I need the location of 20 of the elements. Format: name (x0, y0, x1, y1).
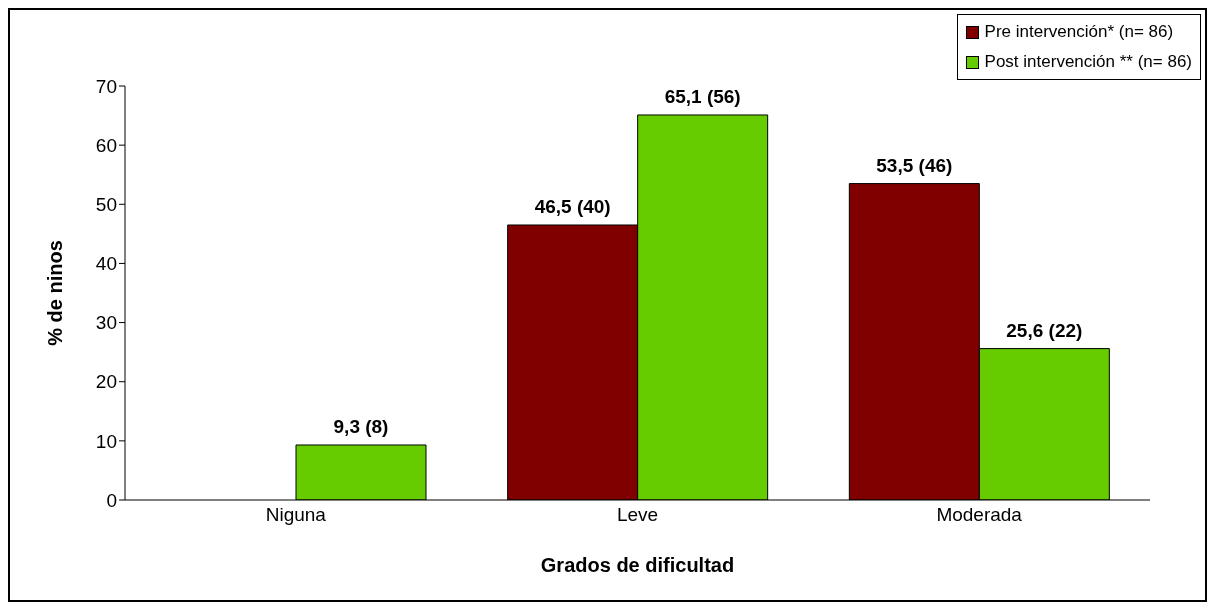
legend-label: Pre intervención* (n= 86) (984, 21, 1174, 43)
x-tick-label: Leve (616, 504, 659, 526)
x-tick-label: Moderada (936, 504, 1023, 526)
x-axis-title: Grados de dificultad (540, 554, 735, 576)
y-axis-title: % de ninos (44, 240, 67, 346)
x-tick-label: Niguna (265, 504, 327, 526)
data-label: 53,5 (46) (876, 154, 953, 176)
y-tick-label: 0 (106, 489, 117, 511)
y-tick-label: 20 (95, 371, 117, 393)
data-label: 9,3 (8) (333, 416, 389, 437)
y-tick-label: 40 (95, 253, 117, 275)
y-tick-label: 70 (95, 75, 117, 97)
data-label: 46,5 (40) (534, 195, 611, 217)
data-label: 65,1 (56) (664, 85, 741, 107)
y-tick-label: 30 (95, 312, 117, 334)
data-label: 25,6 (22) (1006, 319, 1083, 341)
y-tick-label: 60 (95, 134, 117, 156)
y-tick-label: 50 (95, 194, 117, 216)
y-tick-label: 10 (95, 430, 117, 452)
legend-label: Post intervención ** (n= 86) (984, 51, 1192, 73)
